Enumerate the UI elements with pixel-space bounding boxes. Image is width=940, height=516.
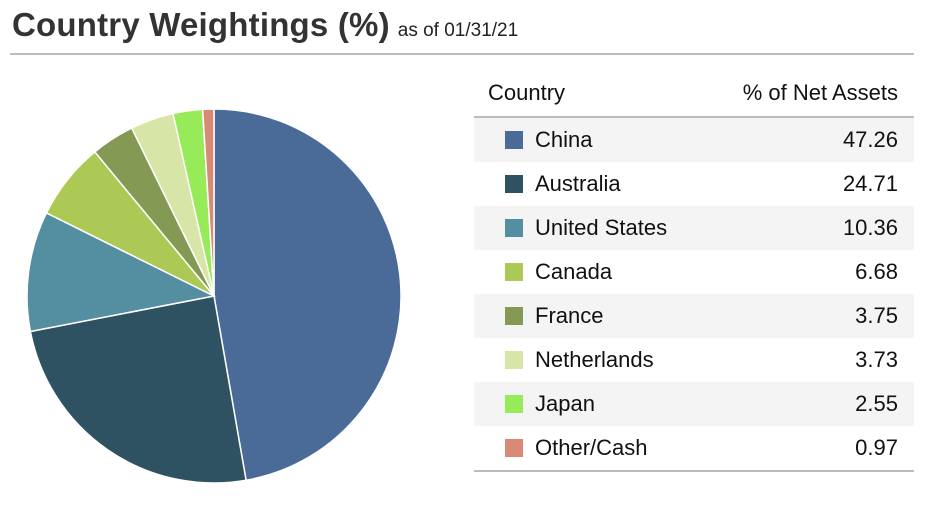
weight-value: 2.55	[855, 391, 898, 416]
pie-slice-other-cash[interactable]	[201, 108, 215, 297]
chart-title: Country Weightings (%)	[12, 6, 390, 43]
weightings-table: Country % of Net Assets China 47.26 Austra…	[474, 70, 914, 472]
country-name: Netherlands	[535, 347, 654, 372]
table-row: Netherlands 3.73	[474, 338, 914, 382]
country-name: Australia	[535, 171, 621, 196]
country-name: France	[535, 303, 604, 328]
legend-swatch	[505, 307, 523, 325]
legend-swatch	[505, 219, 523, 237]
pie-slice-united-states[interactable]	[26, 211, 217, 333]
column-header-value: % of Net Assets	[742, 80, 898, 105]
legend-swatch	[505, 351, 523, 369]
legend-swatch	[505, 263, 523, 281]
country-name: Other/Cash	[535, 435, 648, 460]
weight-value: 24.71	[842, 171, 898, 196]
table-row: Other/Cash 0.97	[474, 426, 914, 470]
legend-swatch	[505, 439, 523, 457]
pie-slice-china[interactable]	[213, 108, 402, 482]
weight-value: 6.68	[855, 259, 898, 284]
legend-swatch	[505, 175, 523, 193]
table-header: Country % of Net Assets	[474, 70, 914, 116]
table-bottom-divider	[474, 470, 914, 472]
pie-chart	[26, 108, 402, 484]
table-row: Japan 2.55	[474, 382, 914, 426]
table-row: China 47.26	[474, 118, 914, 162]
title-divider	[10, 53, 914, 55]
country-name: United States	[535, 215, 668, 240]
weight-value: 47.26	[842, 127, 898, 152]
weight-value: 0.97	[855, 435, 898, 460]
weight-value: 3.75	[855, 303, 898, 328]
table-row: France 3.75	[474, 294, 914, 338]
chart-subtitle: as of 01/31/21	[397, 20, 519, 41]
country-name: Canada	[535, 259, 613, 284]
weight-value: 10.36	[842, 215, 898, 240]
column-header-country: Country	[488, 80, 566, 105]
table-row: Canada 6.68	[474, 250, 914, 294]
legend-swatch	[505, 395, 523, 413]
table-body: China 47.26 Australia 24.71 United States 10.…	[474, 118, 914, 470]
pie-slice-australia[interactable]	[29, 295, 247, 484]
legend-swatch	[505, 131, 523, 149]
table-row: Australia 24.71	[474, 162, 914, 206]
chart-header: Country Weightings (%) as of 01/31/21	[12, 6, 914, 52]
header-divider	[474, 116, 914, 118]
country-name: Japan	[535, 391, 595, 416]
country-name: China	[535, 127, 593, 152]
table-row: United States 10.36	[474, 206, 914, 250]
weight-value: 3.73	[855, 347, 898, 372]
